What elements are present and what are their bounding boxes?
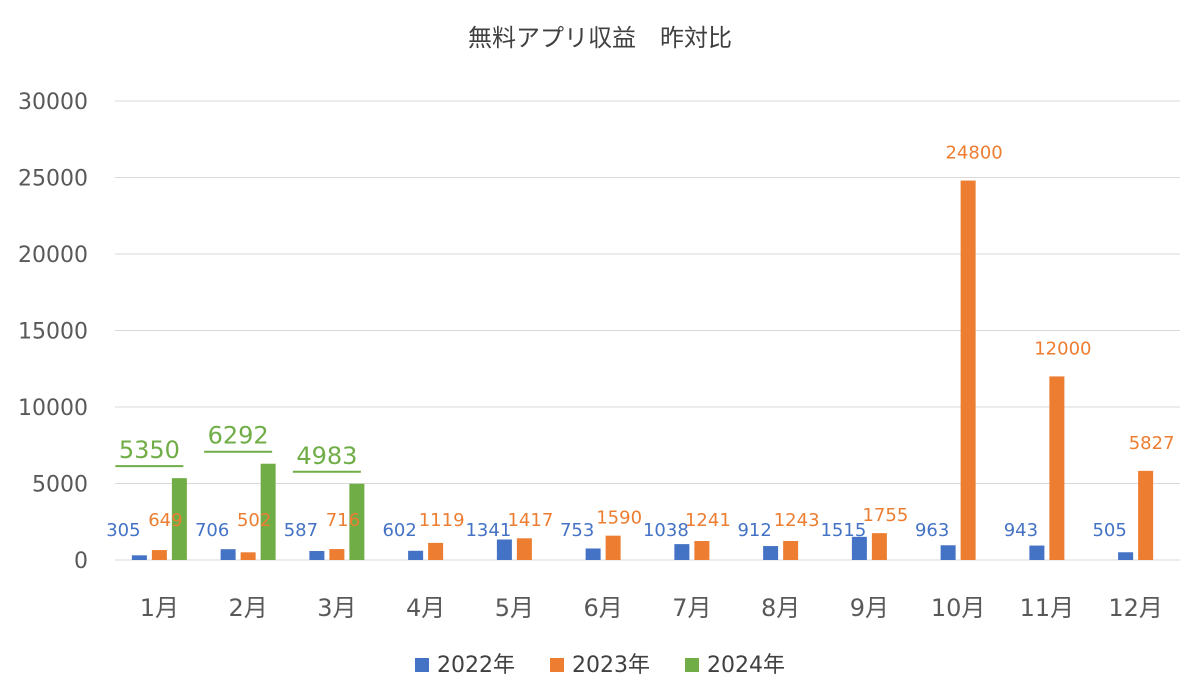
- x-tick-label: 9月: [850, 594, 889, 622]
- data-label-2022年-8月: 912: [737, 520, 771, 541]
- legend-label: 2024年: [707, 653, 785, 678]
- data-label-2024年-1月: 5350: [119, 436, 180, 464]
- x-tick-label: 10月: [931, 594, 986, 622]
- bar-2022年-5月: [496, 539, 512, 560]
- x-tick-label: 5月: [495, 594, 534, 622]
- bar-2022年-11月: [1029, 545, 1045, 560]
- gridlines: [115, 100, 1180, 561]
- x-tick-label: 4月: [406, 594, 445, 622]
- legend-label: 2023年: [572, 653, 650, 678]
- x-tick-label: 7月: [672, 594, 711, 622]
- x-tick-label: 6月: [583, 594, 622, 622]
- bar-2022年-2月: [220, 549, 236, 560]
- data-label-2023年-11月: 12000: [1034, 338, 1091, 359]
- data-label-2023年-1月: 649: [148, 510, 182, 531]
- data-label-2022年-7月: 1038: [643, 520, 689, 541]
- x-axis: 1月 2月 3月 4月 5月 6月 7月 8月 9月 10月 11月 12月: [140, 594, 1163, 622]
- data-label-2024年-3月: 4983: [296, 442, 357, 470]
- y-tick-label: 20000: [18, 243, 88, 268]
- bar-2023年-7月: [694, 541, 710, 560]
- x-tick-label: 8月: [761, 594, 800, 622]
- bar-2022年-12月: [1118, 552, 1134, 560]
- bar-2022年-1月: [131, 555, 147, 560]
- bar-2022年-10月: [940, 545, 956, 560]
- x-tick-label: 2月: [228, 594, 267, 622]
- legend-label: 2022年: [437, 653, 515, 678]
- legend: 2022年 2023年 2024年: [415, 653, 785, 678]
- y-tick-label: 0: [74, 549, 88, 574]
- data-label-2022年-9月: 1515: [820, 520, 866, 541]
- y-tick-label: 30000: [18, 90, 88, 115]
- y-tick-label: 5000: [32, 473, 88, 498]
- data-label-2022年-5月: 1341: [465, 520, 511, 541]
- bar-2023年-6月: [605, 535, 621, 560]
- bar-2022年-6月: [585, 548, 601, 560]
- data-label-2023年-4月: 1119: [419, 510, 465, 531]
- bar-2024年-2月: [260, 463, 276, 560]
- data-label-2023年-6月: 1590: [596, 508, 642, 529]
- data-label-2023年-2月: 502: [237, 510, 271, 531]
- bar-2023年-11月: [1049, 376, 1065, 560]
- data-label-2023年-10月: 24800: [945, 143, 1002, 164]
- data-label-2024年-2月: 6292: [208, 422, 269, 450]
- y-tick-label: 25000: [18, 167, 88, 192]
- legend-swatch-2022年: [415, 658, 429, 672]
- bar-2023年-5月: [516, 538, 532, 560]
- bar-2023年-2月: [240, 552, 256, 560]
- legend-swatch-2024年: [685, 658, 699, 672]
- bar-2022年-8月: [763, 546, 779, 560]
- bar-2024年-1月: [171, 478, 187, 560]
- data-label-2022年-6月: 753: [560, 520, 594, 541]
- data-label-2022年-3月: 587: [284, 520, 318, 541]
- data-label-2023年-7月: 1241: [685, 510, 731, 531]
- bar-2023年-4月: [428, 542, 444, 560]
- data-label-2023年-12月: 5827: [1129, 433, 1175, 454]
- bar-2022年-3月: [309, 551, 325, 560]
- data-label-2022年-1月: 305: [106, 520, 140, 541]
- bar-2023年-12月: [1138, 470, 1154, 560]
- bar-2022年-4月: [408, 550, 424, 560]
- data-label-2022年-2月: 706: [195, 520, 229, 541]
- data-label-2023年-3月: 716: [326, 510, 360, 531]
- bar-2023年-8月: [783, 540, 799, 560]
- bar-2022年-7月: [674, 544, 690, 560]
- x-tick-label: 11月: [1020, 594, 1075, 622]
- x-tick-label: 3月: [317, 594, 356, 622]
- legend-swatch-2023年: [550, 658, 564, 672]
- x-tick-label: 12月: [1108, 594, 1163, 622]
- bar-2024年-3月: [349, 483, 365, 560]
- data-label-2023年-5月: 1417: [507, 510, 553, 531]
- data-label-2023年-8月: 1243: [774, 510, 820, 531]
- data-labels: 305 649 5350 706 502 6292 587 716 4983 602 1119 134…: [106, 143, 1174, 541]
- bar-2022年-9月: [851, 536, 867, 560]
- data-label-2022年-12月: 505: [1092, 520, 1126, 541]
- data-label-2022年-11月: 943: [1004, 520, 1038, 541]
- chart-title: 無料アプリ収益 昨対比: [468, 24, 732, 52]
- bar-2023年-10月: [960, 180, 976, 560]
- data-label-2022年-10月: 963: [915, 520, 949, 541]
- x-tick-label: 1月: [140, 594, 179, 622]
- y-tick-label: 15000: [18, 320, 88, 345]
- data-label-2023年-9月: 1755: [862, 505, 908, 526]
- bars: [131, 180, 1154, 560]
- y-tick-label: 10000: [18, 396, 88, 421]
- data-label-2022年-4月: 602: [382, 520, 416, 541]
- y-axis: 0 5000 10000 15000 20000 25000 30000: [18, 90, 88, 574]
- bar-2023年-9月: [871, 533, 887, 560]
- bar-2023年-1月: [151, 550, 167, 560]
- bar-2023年-3月: [329, 549, 345, 560]
